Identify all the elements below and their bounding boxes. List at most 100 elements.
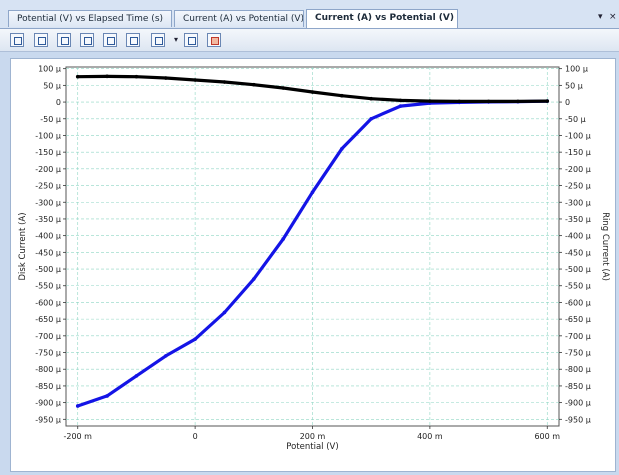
current-vs-potential-chart[interactable]: 100 µ 50 µ 0 -50 µ -100 µ -150 µ -200 µ -250 µ -… [11, 59, 615, 471]
x-axis-ticks: -200 m 0 200 m 400 m 600 m [63, 426, 560, 441]
graph-toolbar: ▾ [0, 29, 619, 52]
y-tick-label-right: -500 µ [565, 265, 591, 274]
ring-data-point [545, 99, 550, 103]
ring-data-point [486, 99, 491, 104]
y-tick-label-right: -600 µ [565, 298, 591, 307]
y-tick-label-left: -200 µ [35, 165, 61, 174]
ring-data-point [163, 76, 168, 80]
y-tick-label-right: -150 µ [565, 148, 591, 157]
ring-data-point [369, 96, 373, 101]
document-tab-bar: Potential (V) vs Elapsed Time (s) Curren… [0, 0, 619, 29]
copy-icon[interactable] [151, 33, 165, 47]
y-tick-label-right: -350 µ [565, 215, 591, 224]
disk-data-point [340, 147, 344, 151]
y-tick-label-right: -300 µ [565, 198, 591, 207]
ring-data-point [428, 99, 432, 103]
x-axis-label: Potential (V) [286, 442, 338, 452]
auto-scale-icon[interactable] [34, 33, 48, 47]
y-tick-label-right: -250 µ [565, 182, 591, 191]
disk-data-point [252, 277, 256, 281]
y-tick-label-left: -550 µ [35, 282, 61, 291]
close-tab-icon[interactable]: × [609, 12, 617, 22]
y-tick-label-right: 100 µ [565, 65, 588, 74]
y-tick-label-left: -700 µ [35, 332, 61, 341]
ring-data-point [516, 99, 520, 104]
y-tick-label-left: -850 µ [35, 382, 61, 391]
y-tick-label-right: -700 µ [565, 332, 591, 341]
tab-current-vs-potential-vs[interactable]: Current (A) vs Potential (V) vs ... [306, 9, 458, 28]
grid-lines [66, 67, 559, 426]
y-tick-label-right: 0 [565, 98, 570, 107]
y-tick-label-left: -950 µ [35, 415, 61, 424]
tab-current-vs-potential[interactable]: Current (A) vs Potential (V) [174, 10, 304, 27]
y-tick-label-left: -900 µ [35, 399, 61, 408]
left-axis-ticks: 100 µ 50 µ 0 -50 µ -100 µ -150 µ -200 µ -250 µ -… [35, 65, 66, 424]
ring-data-point [193, 78, 197, 82]
disk-data-point [222, 310, 227, 315]
y-tick-label-left: 50 µ [43, 81, 61, 90]
y-tick-label-left: -750 µ [35, 349, 61, 358]
x-tick-label: 600 m [534, 432, 560, 441]
y-tick-label-left: -800 µ [35, 365, 61, 374]
y-tick-label-left: -100 µ [35, 131, 61, 140]
y-tick-label-right: -200 µ [565, 165, 591, 174]
disk-data-point [134, 374, 139, 378]
ring-data-point [252, 82, 256, 87]
disk-data-point [310, 190, 315, 195]
ring-data-point [105, 74, 109, 79]
zoom-out-icon[interactable] [126, 33, 140, 47]
y-tick-label-right: -650 µ [565, 315, 591, 324]
disk-data-point [163, 354, 168, 358]
disk-data-point [105, 394, 109, 398]
x-tick-label: 200 m [300, 432, 326, 441]
ring-data-point [222, 80, 227, 84]
disk-data-point [398, 104, 403, 108]
y-tick-label-left: -400 µ [35, 232, 61, 241]
right-axis-label: Ring Current (A) [600, 212, 610, 281]
y-tick-label-right: -800 µ [565, 365, 591, 374]
ring-data-point [281, 86, 285, 90]
y-tick-label-left: -150 µ [35, 148, 61, 157]
series-group [75, 74, 550, 408]
y-tick-label-left: -450 µ [35, 248, 61, 257]
scale-x-icon[interactable] [57, 33, 71, 47]
ring-data-point [134, 74, 139, 79]
left-axis-label: Disk Current (A) [18, 212, 28, 280]
y-tick-label-left: -250 µ [35, 182, 61, 191]
disk-data-point [281, 237, 285, 241]
disk-data-point [193, 337, 197, 341]
ring-data-point [457, 99, 462, 104]
y-tick-label-right: -450 µ [565, 248, 591, 257]
scale-y-icon[interactable] [80, 33, 94, 47]
ring-data-point [398, 98, 403, 103]
y-tick-label-right: -550 µ [565, 282, 591, 291]
y-tick-label-left: -500 µ [35, 265, 61, 274]
x-tick-label: -200 m [63, 432, 92, 441]
tab-potential-vs-time[interactable]: Potential (V) vs Elapsed Time (s) [8, 10, 172, 27]
y-tick-label-left: 100 µ [38, 65, 61, 74]
y-tick-label-right: -950 µ [565, 415, 591, 424]
y-tick-label-left: -350 µ [35, 215, 61, 224]
ring-data-point [75, 74, 80, 79]
y-tick-label-left: -650 µ [35, 315, 61, 324]
disk-data-point [369, 116, 373, 121]
tab-list-dropdown-icon[interactable]: ▾ [598, 12, 603, 22]
y-tick-label-right: -50 µ [565, 115, 586, 124]
y-tick-label-right: -850 µ [565, 382, 591, 391]
y-tick-label-right: 50 µ [565, 81, 583, 90]
y-tick-label-left: -50 µ [40, 115, 61, 124]
y-tick-label-right: -100 µ [565, 131, 591, 140]
y-tick-label-left: -600 µ [35, 298, 61, 307]
copy-dropdown-icon[interactable]: ▾ [174, 35, 179, 44]
plot-panel: 100 µ 50 µ 0 -50 µ -100 µ -150 µ -200 µ -250 µ -… [10, 58, 616, 472]
y-tick-label-left: -300 µ [35, 198, 61, 207]
properties-icon[interactable] [10, 33, 24, 47]
line-style-icon[interactable] [184, 33, 198, 47]
ring-data-point [310, 90, 315, 94]
x-tick-label: 400 m [417, 432, 443, 441]
zoom-in-icon[interactable] [103, 33, 117, 47]
ring-data-point [340, 93, 344, 98]
y-tick-label-right: -900 µ [565, 399, 591, 408]
overlay-icon[interactable] [207, 33, 221, 47]
